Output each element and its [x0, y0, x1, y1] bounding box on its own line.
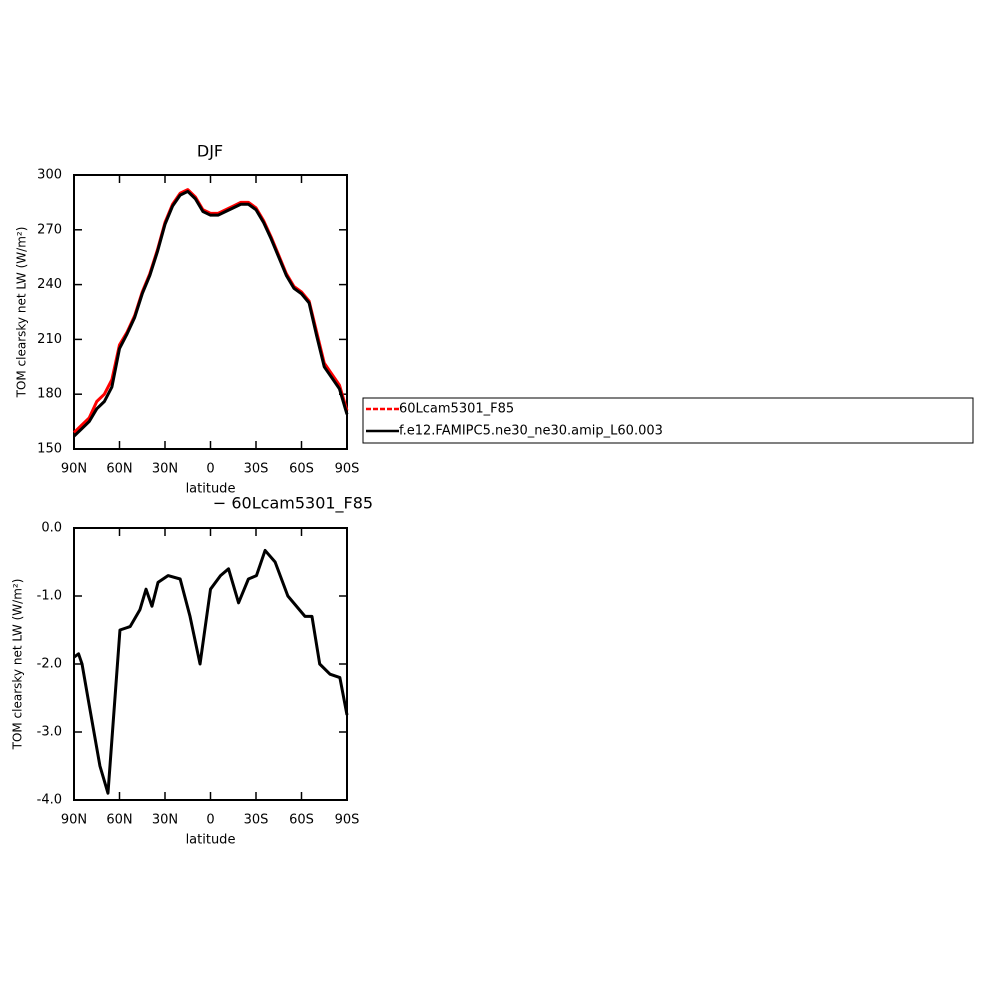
- chart-title: − 60Lcam5301_F85: [213, 494, 373, 514]
- legend-label: 60Lcam5301_F85: [399, 402, 514, 417]
- y-tick-label: -4.0: [37, 793, 62, 808]
- plot-frame: [73, 527, 348, 801]
- x-tick-label: 30N: [152, 462, 178, 477]
- x-tick-label: 0: [206, 462, 214, 477]
- x-tick-label: 60S: [289, 813, 314, 828]
- y-tick-label: 0.0: [41, 521, 62, 536]
- x-tick-label: 30N: [152, 813, 178, 828]
- series-line: [72, 189, 349, 438]
- plot-frame: [73, 174, 348, 450]
- x-tick-label: 60S: [289, 462, 314, 477]
- x-tick-label: 90S: [335, 813, 360, 828]
- legend-box: [362, 397, 974, 444]
- y-tick-label: 240: [37, 277, 62, 292]
- chart-title: DJF: [197, 142, 223, 161]
- y-tick-label: -2.0: [37, 657, 62, 672]
- series-line: [72, 188, 349, 434]
- x-tick-label: 90N: [61, 813, 87, 828]
- x-tick-label: 30S: [244, 813, 269, 828]
- legend-label: f.e12.FAMIPC5.ne30_ne30.amip_L60.003: [399, 424, 663, 439]
- y-axis-label: TOM clearsky net LW (W/m²): [15, 227, 29, 399]
- y-tick-label: 180: [37, 387, 62, 402]
- x-axis-label: latitude: [186, 482, 236, 497]
- x-tick-label: 0: [206, 813, 214, 828]
- y-tick-label: 300: [37, 168, 62, 183]
- y-tick-label: 210: [37, 332, 62, 347]
- x-tick-label: 60N: [106, 813, 132, 828]
- x-tick-label: 90S: [335, 462, 360, 477]
- y-tick-label: -3.0: [37, 725, 62, 740]
- x-tick-label: 90N: [61, 462, 87, 477]
- y-tick-label: 270: [37, 222, 62, 237]
- y-tick-label: -1.0: [37, 589, 62, 604]
- y-tick-label: 150: [37, 442, 62, 457]
- y-axis-label: TOM clearsky net LW (W/m²): [11, 579, 25, 751]
- x-tick-label: 60N: [106, 462, 132, 477]
- series-line: [73, 548, 349, 795]
- x-tick-label: 30S: [244, 462, 269, 477]
- x-axis-label: latitude: [186, 833, 236, 848]
